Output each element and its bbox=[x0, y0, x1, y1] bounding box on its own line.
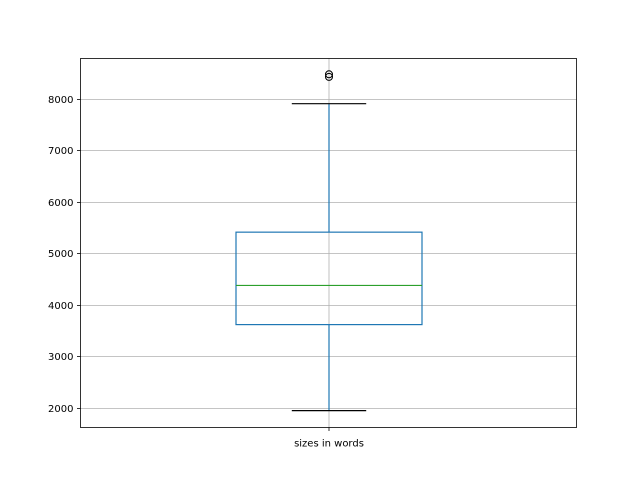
x-axis: sizes in words bbox=[294, 427, 364, 450]
y-tick-label: 8000 bbox=[48, 95, 73, 106]
axes-frame bbox=[80, 58, 577, 428]
y-tick-label: 2000 bbox=[48, 404, 73, 415]
y-tick-label: 6000 bbox=[48, 198, 73, 209]
outlier-point bbox=[325, 72, 333, 81]
iqr-box bbox=[235, 231, 423, 326]
x-tick-label: sizes in words bbox=[294, 439, 364, 450]
y-tick-label: 5000 bbox=[48, 249, 73, 260]
y-tick-label: 3000 bbox=[48, 352, 73, 363]
y-tick-label: 4000 bbox=[48, 301, 73, 312]
box-marks bbox=[235, 70, 423, 412]
y-axis: 2000 3000 4000 5000 6000 7000 8000 bbox=[48, 95, 81, 415]
y-tick-label: 7000 bbox=[48, 146, 73, 157]
outlier-point bbox=[325, 70, 333, 79]
